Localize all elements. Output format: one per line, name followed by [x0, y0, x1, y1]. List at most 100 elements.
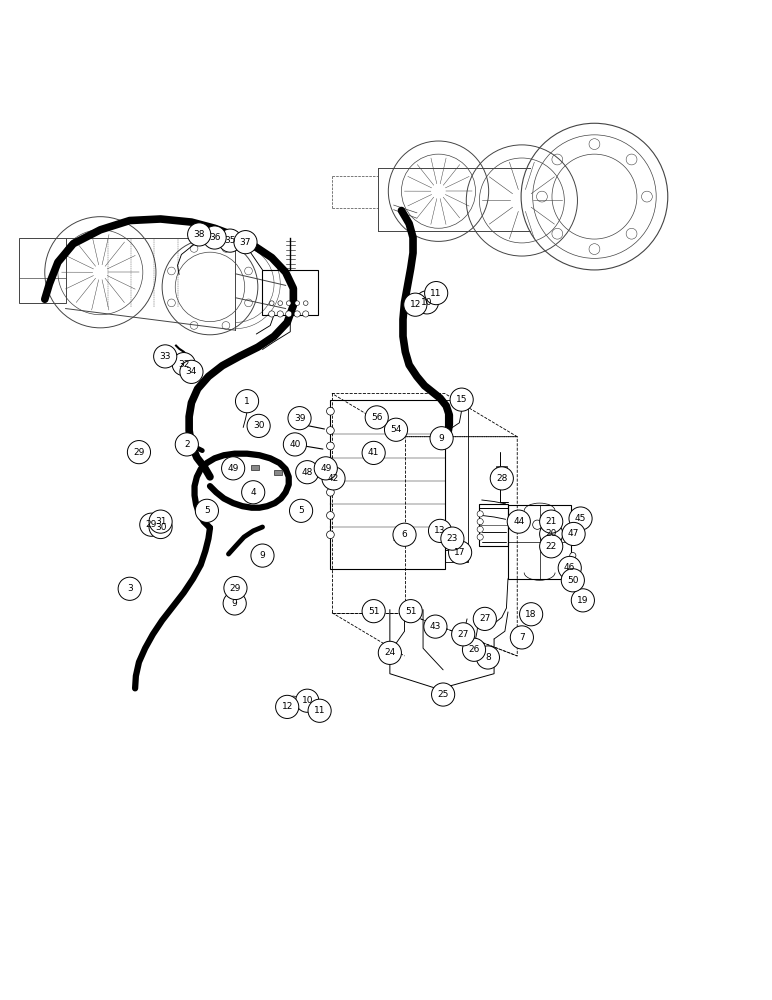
Circle shape [540, 522, 563, 546]
Circle shape [154, 345, 177, 368]
Circle shape [269, 301, 274, 305]
Circle shape [477, 519, 483, 525]
Text: 25: 25 [438, 690, 449, 699]
Text: 17: 17 [455, 548, 466, 557]
Circle shape [560, 530, 567, 538]
Circle shape [562, 522, 585, 546]
Circle shape [303, 311, 309, 317]
Circle shape [295, 301, 300, 305]
Circle shape [296, 461, 319, 484]
Text: 29: 29 [146, 520, 157, 529]
Circle shape [415, 291, 438, 314]
Circle shape [540, 535, 563, 558]
Circle shape [278, 301, 283, 305]
Circle shape [224, 576, 247, 600]
Text: 42: 42 [328, 474, 339, 483]
Bar [445, 400, 468, 562]
Text: 28: 28 [496, 474, 507, 483]
Circle shape [288, 407, 311, 430]
Circle shape [384, 418, 408, 441]
Circle shape [365, 406, 388, 429]
Circle shape [118, 577, 141, 600]
Text: 8: 8 [485, 653, 491, 662]
Text: 11: 11 [431, 289, 442, 298]
Circle shape [570, 565, 576, 571]
Circle shape [322, 467, 345, 490]
Text: 54: 54 [391, 425, 401, 434]
Circle shape [208, 233, 215, 239]
Bar [216, 237, 224, 241]
Text: 9: 9 [438, 434, 445, 443]
Circle shape [276, 695, 299, 718]
Text: 41: 41 [368, 448, 379, 457]
Text: 11: 11 [314, 706, 325, 715]
Bar [298, 503, 304, 512]
Bar [202, 235, 212, 240]
Circle shape [327, 427, 334, 434]
Circle shape [327, 465, 334, 473]
Circle shape [449, 541, 472, 564]
Circle shape [569, 507, 592, 530]
Text: 49: 49 [228, 464, 239, 473]
Circle shape [432, 683, 455, 706]
Circle shape [424, 615, 447, 638]
Text: 51: 51 [368, 607, 379, 616]
Circle shape [548, 519, 554, 525]
Bar [274, 470, 282, 475]
Circle shape [235, 390, 259, 413]
Circle shape [362, 441, 385, 464]
Bar [204, 503, 210, 512]
Circle shape [223, 592, 246, 615]
Circle shape [452, 623, 475, 646]
Text: 46: 46 [564, 563, 575, 572]
Circle shape [430, 427, 453, 450]
Text: 31: 31 [155, 517, 166, 526]
Bar [225, 238, 235, 243]
Text: 38: 38 [194, 230, 205, 239]
Text: 43: 43 [430, 622, 441, 631]
Circle shape [441, 527, 464, 550]
Circle shape [308, 699, 331, 722]
Circle shape [378, 641, 401, 664]
Text: 9: 9 [232, 599, 238, 608]
Circle shape [570, 531, 576, 537]
Circle shape [570, 552, 576, 559]
Circle shape [303, 301, 308, 305]
Circle shape [127, 441, 151, 464]
Circle shape [247, 414, 270, 437]
Text: 40: 40 [290, 440, 300, 449]
Bar [239, 238, 245, 243]
Circle shape [172, 353, 195, 376]
Bar [496, 466, 507, 486]
Circle shape [477, 534, 483, 540]
Circle shape [362, 600, 385, 623]
Text: 19: 19 [577, 596, 588, 605]
Circle shape [571, 589, 594, 612]
Circle shape [476, 646, 499, 669]
Text: 27: 27 [458, 630, 469, 639]
Text: 26: 26 [469, 645, 479, 654]
Text: 10: 10 [302, 696, 313, 705]
Text: 13: 13 [435, 526, 445, 535]
Circle shape [327, 407, 334, 415]
Circle shape [327, 442, 334, 450]
Circle shape [580, 597, 586, 603]
Text: 12: 12 [410, 300, 421, 309]
Circle shape [399, 600, 422, 623]
Text: 1: 1 [244, 397, 250, 406]
Circle shape [188, 223, 211, 246]
Circle shape [477, 526, 483, 532]
Circle shape [548, 543, 554, 549]
Circle shape [404, 293, 427, 316]
Text: 47: 47 [568, 529, 579, 538]
Bar [479, 504, 508, 546]
Bar [262, 270, 318, 315]
Circle shape [425, 282, 448, 305]
Circle shape [195, 499, 218, 522]
Circle shape [393, 523, 416, 546]
Bar [330, 400, 445, 569]
Circle shape [473, 607, 496, 630]
Bar [19, 238, 66, 303]
Circle shape [540, 510, 563, 533]
Circle shape [558, 556, 581, 580]
